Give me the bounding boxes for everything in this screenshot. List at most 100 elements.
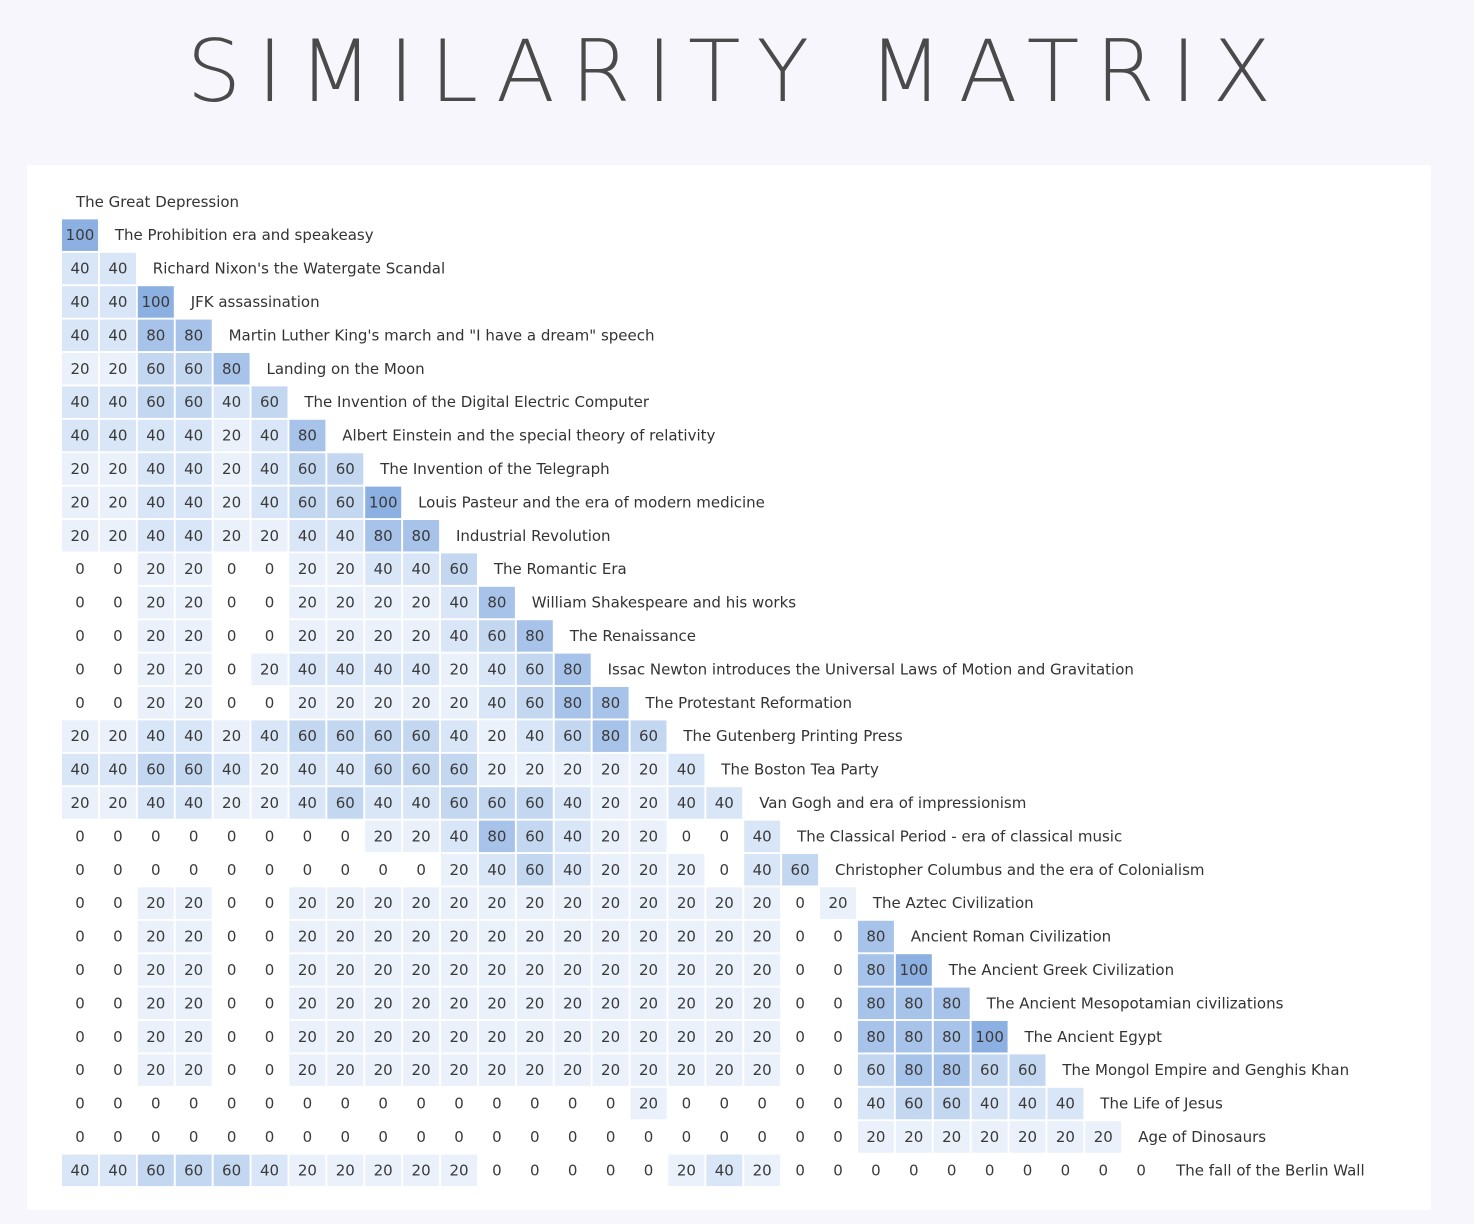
heatmap-cell [744,1121,781,1153]
heatmap-cell [99,252,136,285]
heatmap-cell [62,920,98,953]
heatmap-cell [289,854,326,886]
row-label: Martin Luther King's march and "I have a… [229,326,655,344]
heatmap-cell [441,987,477,1020]
heatmap-cell [175,787,212,819]
row-label: Richard Nixon's the Watergate Scandal [153,260,445,278]
cell-value-label: 20 [677,1061,696,1079]
cell-value-label: 20 [184,694,203,712]
matrix-row: 0 0 20 20 0 0 20 20 20 20 40 80 William Shakespeare … [62,586,796,619]
cell-value-label: 20 [601,994,620,1012]
heatmap-cell [62,520,98,552]
heatmap-cell [630,1087,667,1120]
cell-value-label: 80 [866,1028,885,1046]
heatmap-cell [327,820,364,853]
heatmap-cell [175,353,212,385]
heatmap-cell [478,1154,515,1187]
row-label: The Protestant Reformation [645,694,853,712]
cell-value-label: 0 [795,1028,805,1046]
cell-value-label: 40 [260,493,279,511]
heatmap-cell [99,1121,136,1153]
heatmap-cell [630,787,667,819]
row-label: Christopher Columbus and the era of Colo… [835,861,1205,879]
cell-value-label: 0 [151,861,161,879]
cell-value-label: 20 [487,928,506,946]
cell-value-label: 0 [265,861,275,879]
heatmap-cell [99,419,136,452]
cell-value-label: 0 [530,1095,540,1113]
cell-value-label: 60 [336,460,355,478]
cell-value-label: 20 [374,894,393,912]
heatmap-cell [62,586,98,619]
heatmap-cell [403,887,440,919]
matrix-row: 100 The Prohibition era and speakeasy [62,219,374,251]
row-label: Van Gogh and era of impressionism [759,794,1026,812]
cell-value-label: 60 [639,727,658,745]
heatmap-cell [441,1154,477,1187]
matrix-row: 0 0 20 20 0 0 20 20 20 20 20 20 20 20 20 20 20 20 20 0 0 80 80… [62,1021,1162,1053]
cell-value-label: 20 [525,1028,544,1046]
heatmap-cell [289,620,326,652]
cell-value-label: 40 [677,761,696,779]
heatmap-cell [62,386,98,418]
heatmap-cell [403,954,440,986]
heatmap-cell [478,787,515,819]
row-label: Industrial Revolution [456,527,611,545]
heatmap-cell [403,820,440,853]
cell-value-label: 20 [298,928,317,946]
heatmap-cell [592,854,629,886]
heatmap-cell [137,820,174,853]
heatmap-cell [403,920,440,953]
cell-value-label: 80 [942,1061,961,1079]
cell-value-label: 20 [222,727,241,745]
cell-value-label: 0 [75,894,85,912]
heatmap-cell [441,720,477,752]
heatmap-cell [365,720,402,752]
heatmap-cell [289,453,326,485]
cell-value-label: 60 [336,493,355,511]
heatmap-cell [99,620,136,652]
cell-value-label: 20 [715,894,734,912]
cell-value-label: 20 [904,1128,923,1146]
cell-value-label: 20 [70,794,89,812]
row-label: Issac Newton introduces the Universal La… [608,660,1134,678]
heatmap-cell [175,586,212,619]
heatmap-cell [62,620,98,652]
cell-value-label: 60 [942,1095,961,1113]
cell-value-label: 40 [146,794,165,812]
heatmap-cell [327,854,364,886]
heatmap-cell [668,954,705,986]
cell-value-label: 0 [227,594,237,612]
heatmap-cell [933,1021,970,1053]
heatmap-cell [365,820,402,853]
cell-value-label: 20 [639,894,658,912]
matrix-row: 0 0 0 0 0 0 0 0 0 0 0 0 0 0 0 20 0 0 0 0 0 40 60 60 40 40 40 The Li… [62,1087,1223,1120]
cell-value-label: 0 [113,894,123,912]
heatmap-cell [327,1121,364,1153]
cell-value-label: 80 [866,961,885,979]
cell-value-label: 20 [260,527,279,545]
heatmap-cell [327,920,364,953]
heatmap-cell [857,987,894,1020]
heatmap-cell [251,653,288,686]
cell-value-label: 40 [715,1161,734,1179]
heatmap-cell [62,419,98,452]
heatmap-cell [668,1087,705,1120]
cell-value-label: 60 [525,694,544,712]
heatmap-cell [895,1087,932,1120]
cell-value-label: 20 [753,928,772,946]
row-label: Age of Dinosaurs [1138,1128,1266,1146]
heatmap-cell [213,820,250,853]
cell-value-label: 0 [720,1095,730,1113]
heatmap-cell [706,920,743,953]
heatmap-cell [327,1154,364,1187]
heatmap-cell [137,887,174,919]
cell-value-label: 0 [492,1095,502,1113]
heatmap-cell [175,1087,212,1120]
heatmap-cell [175,920,212,953]
heatmap-cell [137,553,174,585]
cell-value-label: 60 [866,1061,885,1079]
cell-value-label: 0 [227,994,237,1012]
heatmap-cell [592,1121,629,1153]
cell-value-label: 0 [568,1128,578,1146]
